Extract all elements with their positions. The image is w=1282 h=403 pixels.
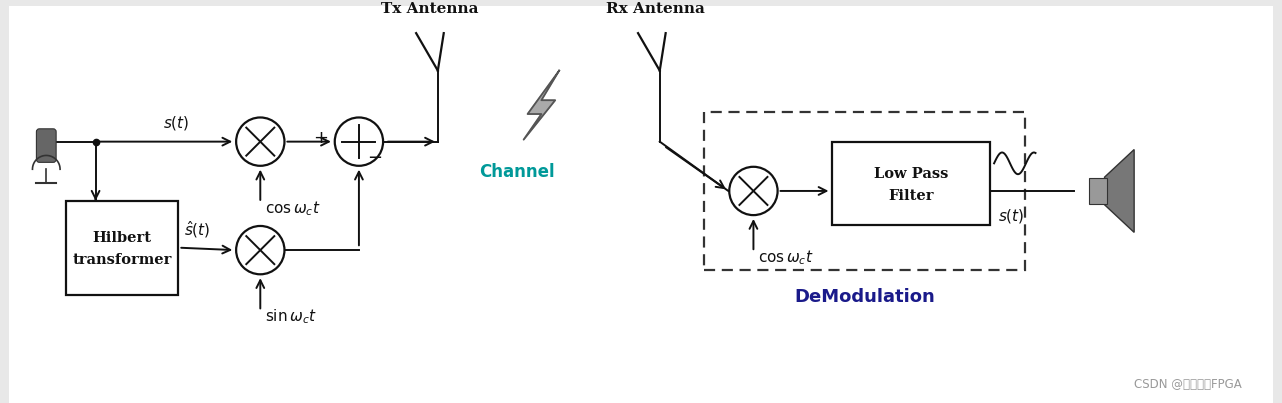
Circle shape [236,117,285,166]
FancyBboxPatch shape [832,141,990,225]
Circle shape [729,167,778,215]
Text: Tx Antenna: Tx Antenna [381,2,478,17]
FancyBboxPatch shape [65,201,178,295]
Circle shape [335,117,383,166]
Text: DeModulation: DeModulation [794,288,935,305]
Text: Channel: Channel [479,163,555,181]
Text: $\hat{s}(t)$: $\hat{s}(t)$ [185,219,210,240]
FancyBboxPatch shape [36,129,56,162]
FancyBboxPatch shape [1088,178,1106,204]
Text: $\cos\omega_c t$: $\cos\omega_c t$ [759,248,814,267]
Text: Rx Antenna: Rx Antenna [606,2,705,17]
Text: Hilbert: Hilbert [92,231,151,245]
Text: $s(t)$: $s(t)$ [997,207,1024,225]
Circle shape [236,226,285,274]
Text: +: + [314,129,328,147]
Polygon shape [523,71,559,140]
Text: $\cos\omega_c t$: $\cos\omega_c t$ [265,199,320,218]
Text: $\sin\omega_c t$: $\sin\omega_c t$ [265,307,317,326]
FancyBboxPatch shape [9,6,1273,403]
Polygon shape [1105,150,1135,233]
Text: Filter: Filter [888,189,935,204]
Text: transformer: transformer [73,253,172,268]
Text: $-$: $-$ [367,147,382,165]
Text: Low Pass: Low Pass [874,167,949,181]
Text: $s(t)$: $s(t)$ [163,114,190,132]
Text: CSDN @小灰灰的FPGA: CSDN @小灰灰的FPGA [1133,378,1242,391]
